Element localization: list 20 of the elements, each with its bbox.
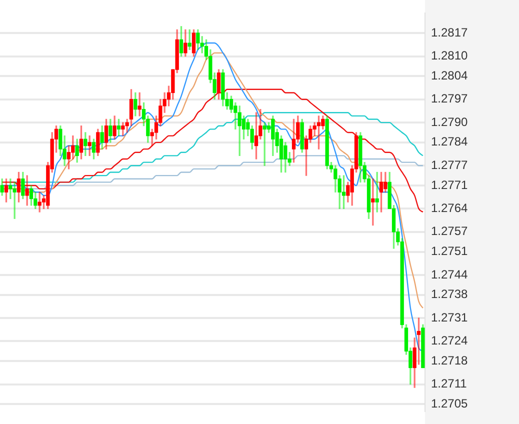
y-tick-label: 1.2757: [431, 224, 468, 238]
y-tick-label: 1.2817: [431, 25, 468, 40]
y-tick-label: 1.2790: [431, 114, 468, 129]
y-tick-label: 1.2705: [431, 396, 468, 410]
y-tick-label: 1.2751: [431, 244, 468, 258]
y-tick-label: 1.2777: [431, 158, 468, 172]
y-tick-label: 1.2784: [431, 134, 468, 149]
y-tick-label: 1.2724: [431, 334, 468, 348]
line-series: [1, 42, 424, 352]
line-series: [1, 52, 424, 309]
y-tick-label: 1.2731: [431, 310, 468, 324]
y-tick-label: 1.2718: [431, 353, 468, 368]
y-tick-label: 1.2744: [431, 267, 468, 282]
y-tick-label: 1.2771: [431, 178, 468, 192]
y-tick-label: 1.2711: [431, 376, 468, 391]
y-tick-label: 1.2797: [431, 92, 468, 106]
y-tick-label: 1.2738: [431, 287, 468, 302]
y-tick-label: 1.2810: [431, 48, 468, 63]
y-tick-label: 1.2764: [431, 201, 468, 215]
y-tick-label: 1.2804: [431, 68, 468, 82]
